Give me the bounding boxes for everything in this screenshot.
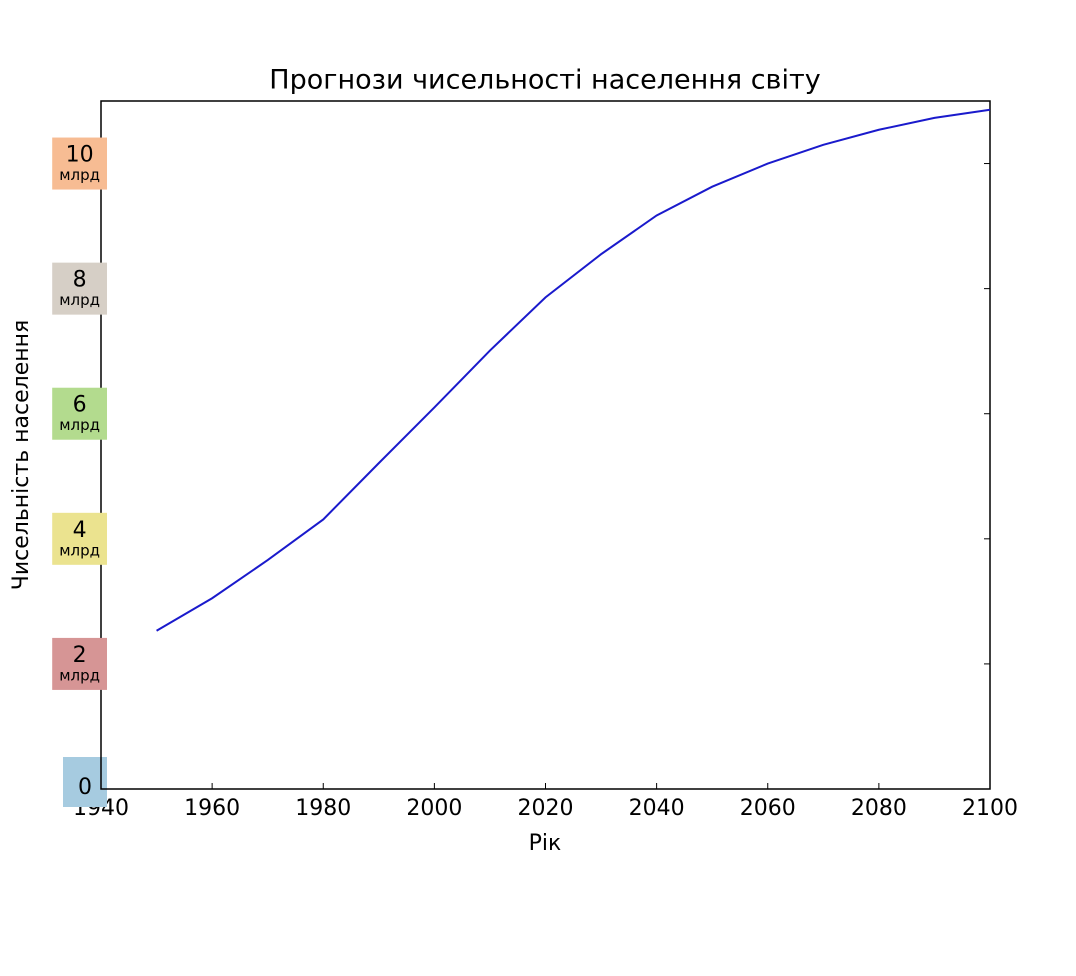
x-axis-label: Рік	[529, 831, 562, 856]
y-tick-unit: млрд	[59, 666, 100, 684]
y-tick-box	[52, 637, 107, 690]
y-tick-label: 10	[66, 143, 94, 168]
y-tick-box	[52, 512, 107, 565]
y-tick-box	[63, 757, 107, 807]
plot-frame	[100, 100, 991, 790]
x-tick-label: 1980	[295, 796, 351, 821]
y-tick-label: 8	[73, 268, 87, 293]
y-tick-label: 6	[73, 393, 87, 418]
y-tick-unit: млрд	[59, 416, 100, 434]
x-tick-label: 2080	[851, 796, 907, 821]
y-tick-label: 2	[73, 643, 87, 668]
x-tick-label: 2040	[629, 796, 685, 821]
x-tick-label: 2000	[406, 796, 462, 821]
y-tick-unit: млрд	[59, 291, 100, 309]
y-tick-label: 4	[73, 518, 87, 543]
series-line	[156, 108, 991, 632]
y-tick-box	[52, 387, 107, 440]
y-tick-box	[52, 262, 107, 315]
x-tick-label: 2020	[518, 796, 574, 821]
x-tick-label: 2060	[740, 796, 796, 821]
y-tick-unit: млрд	[59, 166, 100, 184]
y-tick-box	[52, 137, 107, 190]
y-tick-unit: млрд	[59, 541, 100, 559]
y-tick-label: 0	[78, 775, 92, 800]
y-axis-label: Чисельність населення	[9, 320, 34, 591]
x-tick-label: 2100	[962, 796, 1018, 821]
x-tick-label: 1960	[184, 796, 240, 821]
chart-title: Прогнози чисельності населення світу	[269, 65, 820, 96]
